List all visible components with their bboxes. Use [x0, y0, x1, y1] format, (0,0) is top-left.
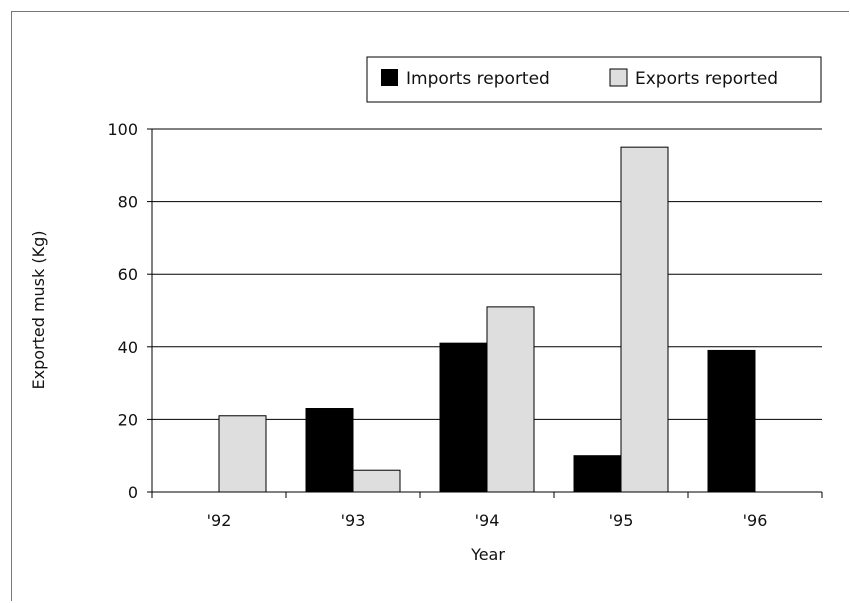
y-axis-ticks: 0 20 40 60 80 100: [107, 120, 152, 502]
bar-imports-1: [305, 408, 354, 493]
legend: Imports reported Exports reported: [366, 56, 822, 103]
y-tick-label: 60: [118, 265, 138, 284]
bar-exports-1: [352, 469, 401, 493]
y-tick-label: 80: [118, 193, 138, 212]
x-tick-label: '93: [341, 511, 366, 530]
y-tick-label: 100: [107, 120, 138, 139]
y-tick-label: 20: [118, 410, 138, 429]
legend-label-exports: Exports reported: [635, 69, 778, 89]
legend-box: [366, 56, 822, 103]
y-tick-label: 0: [128, 483, 138, 502]
bar-imports-2: [439, 342, 488, 493]
x-tick-label: '95: [609, 511, 634, 530]
bar-exports-2: [486, 306, 535, 493]
bar-imports-4: [707, 349, 756, 493]
x-tick-label: '94: [475, 511, 500, 530]
legend-label-imports: Imports reported: [406, 69, 550, 89]
chart-frame: [11, 11, 849, 601]
x-axis-title: Year: [470, 545, 505, 564]
x-tick-label: '92: [207, 511, 232, 530]
y-tick-label: 40: [118, 338, 138, 357]
bar-exports-0: [218, 415, 267, 493]
x-tick-label: '96: [743, 511, 768, 530]
legend-swatch-imports: [381, 69, 398, 86]
legend-swatch-exports: [609, 68, 628, 87]
bar-imports-3: [573, 455, 622, 493]
y-axis-title: Exported musk (Kg): [29, 230, 48, 389]
x-axis-ticks: '92 '93 '94 '95 '96: [151, 492, 823, 530]
bars: [218, 146, 756, 493]
bar-exports-3: [620, 146, 669, 493]
